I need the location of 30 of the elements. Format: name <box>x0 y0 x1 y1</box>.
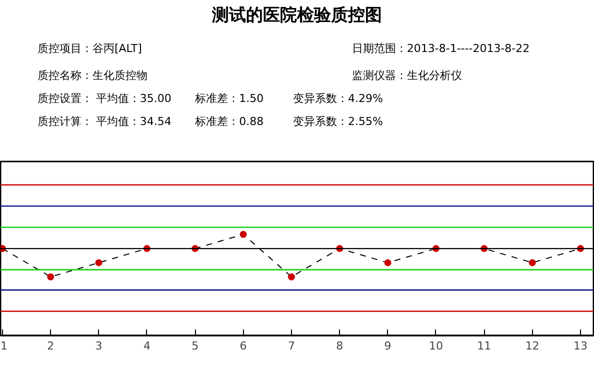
x-tick-label: 1 <box>0 340 8 352</box>
text: 标准差：0.88 <box>194 115 264 128</box>
text: 日期范围：2013-8-1----2013-8-22 <box>352 42 530 55</box>
text: 监测仪器：生化分析仪 <box>352 69 462 82</box>
point <box>95 259 102 266</box>
text: 质控项目：谷丙[ALT] <box>37 42 142 55</box>
point <box>47 273 54 280</box>
x-tick-label: 3 <box>95 340 102 352</box>
x-tick-label: 2 <box>47 340 54 352</box>
text: 质控计算： 平均值：34.54 <box>37 115 172 128</box>
x-tick-label: 10 <box>428 340 443 352</box>
point <box>288 273 295 280</box>
x-tick-label: 5 <box>192 340 199 352</box>
text: 标准差：1.50 <box>194 92 264 105</box>
text: 变异系数：4.29% <box>293 92 383 105</box>
x-tick-label: 4 <box>143 340 150 352</box>
x-tick-label: 11 <box>477 340 492 352</box>
point <box>384 259 392 266</box>
point <box>240 230 247 238</box>
x-tick-label: 9 <box>384 340 392 352</box>
text: 变异系数：2.55% <box>293 115 383 128</box>
text: 质控名称：生化质控物 <box>37 69 148 82</box>
text: 质控设置： 平均值：35.00 <box>37 92 172 105</box>
x-tick-label: 12 <box>525 340 540 352</box>
point <box>528 259 536 266</box>
x-tick-label: 13 <box>573 340 588 352</box>
x-tick-label: 7 <box>288 340 295 352</box>
chart-title: 测试的医院检验质控图 <box>211 6 382 26</box>
x-tick-label: 6 <box>240 340 247 352</box>
x-tick-label: 8 <box>336 340 344 352</box>
